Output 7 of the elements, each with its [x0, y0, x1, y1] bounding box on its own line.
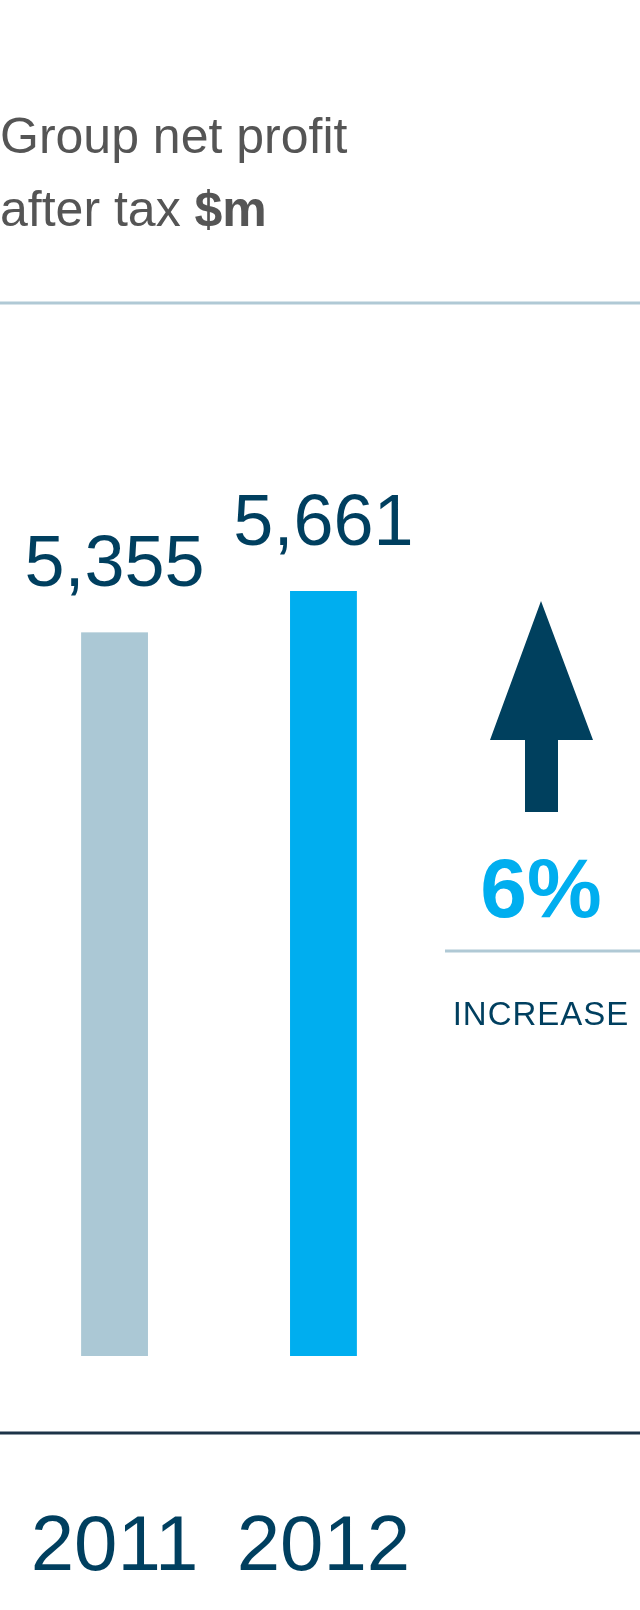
text: 6% [480, 841, 602, 935]
text: INCREASE [452, 995, 630, 1032]
data-label: 5,661 [233, 480, 414, 560]
data-label: 5,355 [24, 521, 205, 602]
x-tick-label: 2012 [236, 1499, 411, 1587]
chart-title: Group net profit after tax $m [0, 108, 348, 237]
x-tick-label: 2011 [30, 1499, 199, 1587]
